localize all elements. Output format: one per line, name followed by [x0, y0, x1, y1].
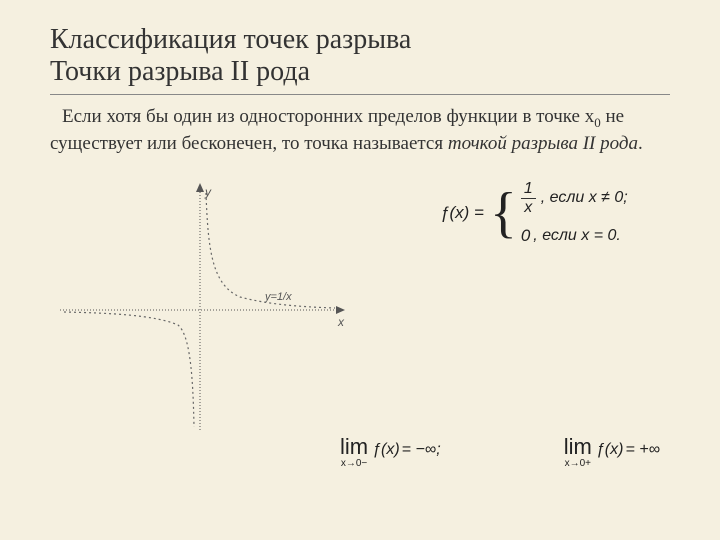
title-divider — [50, 94, 670, 95]
lim-stack-left: lim x→0− — [340, 436, 368, 469]
x-axis-label: x — [338, 315, 344, 329]
def-suffix: . — [638, 133, 643, 154]
frac-num: 1 — [521, 181, 536, 199]
lim-stack-right: lim x→0+ — [564, 436, 592, 469]
y-axis-label: y — [205, 185, 211, 199]
title-line-2: Точки разрыва II рода — [50, 56, 670, 88]
case2-val: 0 — [521, 226, 530, 246]
case2-cond: , если x = 0. — [533, 227, 621, 245]
fraction: 1 x — [521, 181, 536, 216]
formula-lhs: ƒ(x) = — [440, 203, 484, 223]
case-1: 1 x , если x ≠ 0; — [521, 181, 628, 216]
lim-word-right: lim — [564, 436, 592, 458]
case1-cond: , если x ≠ 0; — [541, 189, 628, 207]
graph-region: y x y=1/x — [40, 175, 360, 435]
content-area: y x y=1/x ƒ(x) = { 1 x , если x ≠ 0; 0 ,… — [50, 175, 670, 475]
lim-fx-right: ƒ(x) — [596, 441, 624, 459]
curve-label: y=1/x — [265, 291, 292, 303]
def-prefix: Если хотя бы один из односторонних преде… — [62, 106, 594, 127]
title-line-1: Классификация точек разрыва — [50, 24, 670, 56]
brace-icon: { — [490, 185, 517, 241]
lim-rhs-right: = +∞ — [625, 441, 660, 459]
x-axis-arrow — [336, 306, 345, 314]
y-axis-arrow — [196, 183, 204, 192]
slide-title-block: Классификация точек разрыва Точки разрыв… — [50, 24, 670, 88]
lim-rhs-left: = −∞; — [402, 441, 441, 459]
hyperbola-graph — [40, 175, 360, 435]
lim-sub-right: x→0+ — [565, 458, 591, 469]
lim-word-left: lim — [340, 436, 368, 458]
case-2: 0 , если x = 0. — [521, 226, 628, 246]
def-italic: точкой разрыва II рода — [448, 133, 638, 154]
limit-left: lim x→0− ƒ(x) = −∞; — [340, 436, 441, 469]
piecewise-formula: ƒ(x) = { 1 x , если x ≠ 0; 0 , если x = … — [440, 181, 670, 246]
limits-region: lim x→0− ƒ(x) = −∞; lim x→0+ ƒ(x) = +∞ — [340, 436, 660, 469]
lim-sub-left: x→0− — [341, 458, 367, 469]
curve-left-branch — [64, 312, 194, 427]
frac-den: x — [524, 199, 532, 216]
limit-right: lim x→0+ ƒ(x) = +∞ — [564, 436, 660, 469]
cases: 1 x , если x ≠ 0; 0 , если x = 0. — [521, 181, 628, 246]
lim-fx-left: ƒ(x) — [372, 441, 400, 459]
definition-paragraph: Если хотя бы один из односторонних преде… — [50, 105, 670, 156]
